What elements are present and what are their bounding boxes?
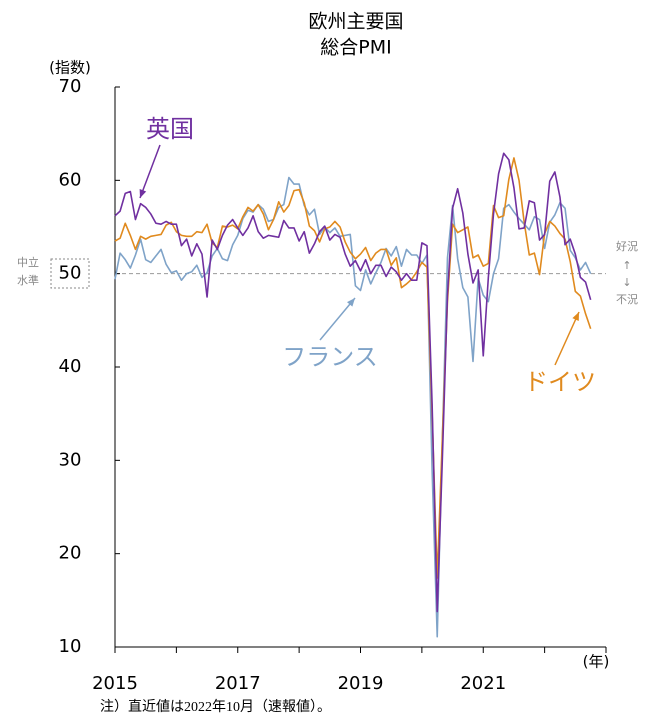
series-line bbox=[114, 152, 592, 613]
arrow-head bbox=[347, 298, 355, 307]
y-tick-label: 20 bbox=[59, 543, 82, 564]
arrow-head bbox=[572, 312, 579, 321]
series-line bbox=[114, 176, 592, 638]
series-label: 英国 bbox=[146, 115, 194, 143]
boom-label: 好況 bbox=[616, 239, 638, 253]
arrows bbox=[139, 144, 580, 366]
plot-area: 10 20 30 40 50 60 70 2015 2017 2019 2021 bbox=[59, 76, 607, 694]
x-tick-label: 2019 bbox=[338, 673, 384, 694]
y-tick-label: 50 bbox=[59, 263, 82, 284]
note: 注）直近値は2022年10月（速報値）。 bbox=[100, 698, 331, 715]
boom-label: ↓ bbox=[622, 276, 631, 289]
arrow-head bbox=[139, 189, 147, 198]
x-tick-label: 2017 bbox=[215, 673, 261, 694]
x-axis-label: (年) bbox=[583, 653, 610, 671]
y-axis-label: (指数) bbox=[49, 59, 91, 77]
chart-subtitle: 総合PMI bbox=[320, 37, 391, 59]
series-line bbox=[114, 157, 592, 579]
x-tick-label: 2015 bbox=[92, 673, 138, 694]
chart-title: 欧州主要国 bbox=[308, 11, 403, 33]
neutral-box bbox=[50, 258, 90, 289]
boom-label: ↑ bbox=[622, 259, 631, 272]
y-tick-label: 10 bbox=[59, 636, 82, 657]
neutral-label: 水準 bbox=[17, 273, 39, 287]
boom-label: 不況 bbox=[616, 292, 638, 306]
neutral-label: 中立 bbox=[17, 255, 39, 269]
series-label: ドイツ bbox=[524, 368, 596, 396]
y-tick-label: 60 bbox=[59, 169, 82, 190]
y-tick-label: 70 bbox=[59, 76, 82, 97]
y-tick-label: 30 bbox=[59, 449, 82, 470]
y-tick-label: 40 bbox=[59, 356, 82, 377]
series-label: フランス bbox=[282, 343, 378, 371]
x-tick-label: 2021 bbox=[460, 673, 506, 694]
